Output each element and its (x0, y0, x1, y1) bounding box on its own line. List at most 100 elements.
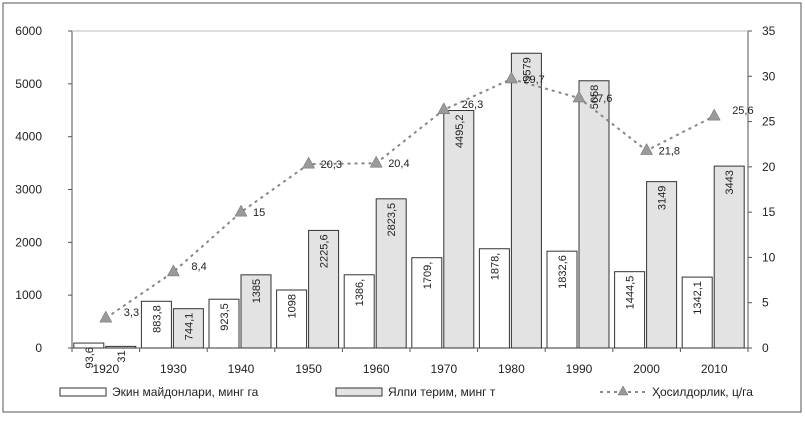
yield-point (572, 90, 586, 103)
yield-point (707, 108, 721, 121)
bar-data-label: 1709, (422, 262, 434, 290)
bar-harvest (443, 110, 475, 349)
legend-label: Ялпи терим, минг т (388, 385, 496, 399)
bar-harvest (240, 274, 272, 349)
bar-data-label: 5058 (589, 85, 601, 109)
yield-point (234, 204, 248, 217)
yield-point (640, 143, 654, 155)
bar-area (681, 276, 713, 349)
x-tick-label: 1940 (228, 362, 255, 376)
yield-data-label: 8,4 (191, 261, 206, 273)
bar-data-label: 2823,5 (386, 203, 398, 237)
yield-data-label: 27,6 (591, 93, 612, 105)
bar-area (614, 271, 646, 349)
bar-area (478, 248, 510, 349)
x-axis: 1920 1930 1940 1950 1960 1970 1980 1990 2000 2010 (71, 30, 749, 376)
bar-data-label: 923,5 (219, 303, 231, 331)
bar-data-label: 1878, (489, 253, 501, 281)
x-tick-label: 1950 (295, 362, 322, 376)
right-tick-label: 0 (762, 341, 769, 355)
legend-swatch (59, 387, 107, 397)
bars: 93,6 883,8 923,5 1098 1386, 1709, 1878, 1832,6 1… (73, 52, 745, 368)
x-tick-label: 2000 (633, 362, 660, 376)
yield-point (99, 310, 113, 323)
yield-point (437, 102, 451, 115)
bar-data-label: 744,1 (183, 313, 195, 341)
legend-marker (617, 385, 629, 396)
right-tick-label: 30 (762, 69, 776, 83)
legend: Экин майдонлари, минг га Ялпи терим, минг… (59, 385, 753, 399)
bar-harvest (578, 80, 610, 349)
bar-data-label: 1385 (251, 279, 263, 303)
yield-data-label: 21,8 (659, 146, 680, 158)
bar-data-label: 5579 (521, 57, 533, 81)
bar-area (140, 300, 172, 349)
right-tick-label: 35 (762, 24, 776, 38)
yield-data-label: 20,4 (388, 158, 409, 170)
yield-data-label: 3,3 (124, 307, 139, 319)
yield-point (302, 156, 316, 169)
bar-data-label: 3443 (724, 170, 736, 194)
bar-area (73, 342, 105, 349)
right-tick-label: 15 (762, 205, 776, 219)
yield-data-label: 20,3 (321, 159, 342, 171)
x-tick-label: 1980 (498, 362, 525, 376)
left-tick-label: 3000 (15, 183, 42, 197)
x-tick-label: 1990 (566, 362, 593, 376)
yield-data-label: 15 (253, 207, 265, 219)
bar-data-label: 3149 (657, 186, 669, 210)
right-tick-label: 5 (762, 296, 769, 310)
legend-label: Ҳосилдорлик, ц/га (652, 385, 753, 399)
yield-point (369, 155, 383, 168)
bar-harvest (105, 345, 137, 349)
bar-area (411, 257, 443, 349)
bar-data-label: 4495,2 (454, 115, 466, 149)
right-tick-label: 25 (762, 115, 776, 129)
bar-harvest (172, 308, 204, 349)
yield-data-label: 26,3 (462, 99, 483, 111)
right-tick-label: 10 (762, 250, 776, 264)
bar-data-label: 883,8 (151, 305, 163, 333)
x-tick-label: 1920 (92, 362, 119, 376)
x-tick-label: 1960 (363, 362, 390, 376)
yield-data-label: 25,6 (732, 105, 753, 117)
bar-data-label: 31 (116, 350, 128, 362)
yield-point (504, 71, 518, 84)
x-tick-label: 2010 (701, 362, 728, 376)
yield-data-label: 29,7 (523, 74, 544, 86)
line-series: 3,3 8,4 15 20,3 20,4 26,3 29,7 27,6 21,8 25,6 (99, 71, 754, 323)
left-axis: 0 1000 2000 3000 4000 5000 6000 (15, 24, 73, 355)
bar-harvest (646, 181, 678, 349)
right-tick-label: 20 (762, 160, 776, 174)
bar-harvest (713, 165, 745, 349)
bar-data-label: 1832,6 (557, 255, 569, 289)
yield-line (105, 77, 715, 319)
bar-area (343, 274, 375, 349)
bar-harvest (375, 198, 407, 349)
bar-area (276, 289, 308, 349)
bar-harvest (510, 52, 542, 349)
left-tick-label: 4000 (15, 130, 42, 144)
x-tick-label: 1930 (160, 362, 187, 376)
left-tick-label: 6000 (15, 24, 42, 38)
right-axis: 0 5 10 15 20 25 30 35 (747, 24, 776, 355)
bar-data-label: 2225,6 (319, 234, 331, 268)
bar-harvest (308, 229, 340, 349)
bar-data-label: 1386, (354, 279, 366, 307)
yield-point (166, 264, 180, 277)
left-tick-label: 0 (35, 341, 42, 355)
x-tick-label: 1970 (430, 362, 457, 376)
bar-area (208, 298, 240, 349)
bar-data-label: 1342,1 (692, 281, 704, 315)
legend-label: Экин майдонлари, минг га (112, 385, 259, 399)
bar-data-label: 1444,5 (625, 276, 637, 310)
bar-data-label: 93,6 (84, 347, 96, 368)
bar-area (546, 250, 578, 349)
left-tick-label: 5000 (15, 77, 42, 91)
legend-swatch (335, 387, 383, 397)
chart-frame (2, 2, 802, 413)
bar-data-label: 1098 (287, 294, 299, 318)
left-tick-label: 2000 (15, 235, 42, 249)
